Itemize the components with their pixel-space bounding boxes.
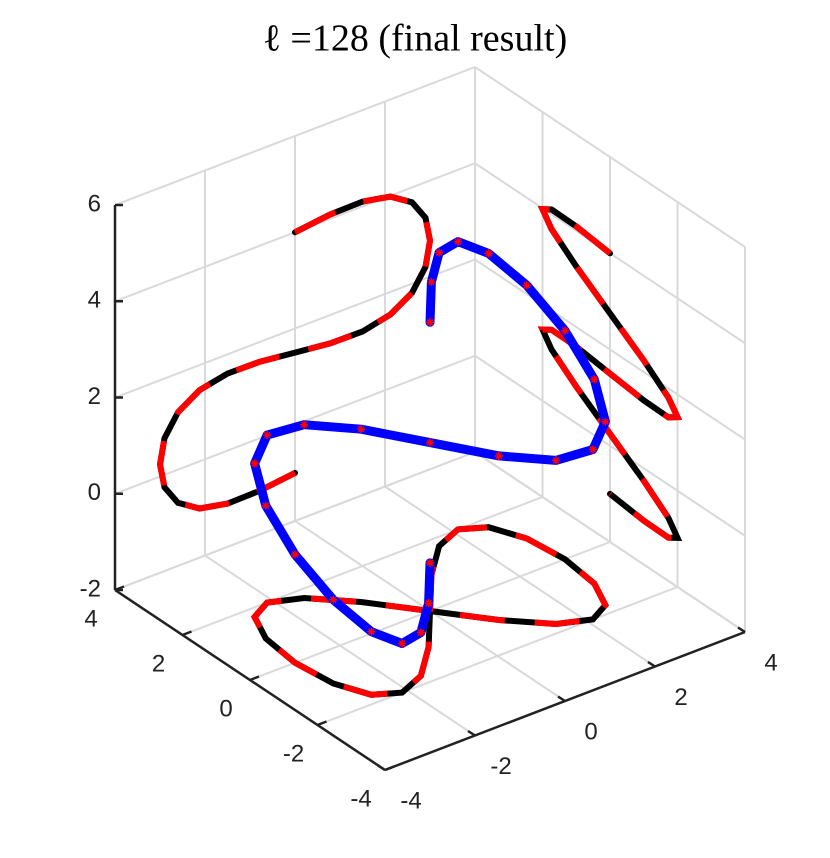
point-marker [551, 456, 560, 465]
y-tick [182, 630, 192, 637]
grid-line [114, 66, 476, 206]
point-marker [588, 445, 597, 454]
point-marker [416, 628, 425, 637]
point-marker [494, 451, 503, 460]
point-marker [426, 318, 434, 327]
z-tick-label: 4 [88, 287, 101, 314]
z-tick-label: -2 [80, 575, 101, 602]
y-tick-label: 4 [84, 605, 97, 632]
point-marker [484, 249, 493, 258]
xz-projection [156, 193, 434, 512]
point-marker [426, 558, 434, 567]
z-tick-label: 2 [88, 383, 101, 410]
grid-line [474, 354, 746, 537]
point-marker [590, 375, 599, 384]
grid-line [474, 451, 746, 633]
point-marker [561, 326, 569, 335]
x-tick-label: -2 [490, 753, 511, 780]
point-marker [250, 459, 259, 468]
x-tick-label: 0 [584, 718, 597, 745]
point-marker [357, 425, 366, 434]
y-tick [249, 675, 260, 682]
point-marker [426, 438, 434, 447]
grid-line [114, 451, 476, 591]
point-marker [601, 417, 610, 426]
x-tick [647, 660, 656, 668]
x-tick-label: -4 [400, 787, 421, 814]
grid-line [474, 66, 746, 248]
x-tick [467, 729, 476, 737]
point-marker [435, 248, 444, 257]
y-tick-label: -4 [350, 785, 371, 812]
point-marker [263, 431, 272, 440]
point-marker [424, 599, 433, 608]
y-tick-label: 2 [152, 650, 165, 677]
point-marker [329, 595, 338, 604]
y-tick [317, 720, 327, 727]
y-tick-label: -2 [283, 740, 304, 767]
y-tick [114, 585, 125, 592]
point-marker [398, 639, 407, 648]
yz-projection-overlay [537, 206, 683, 542]
point-marker [261, 501, 270, 510]
x-tick-label: 4 [764, 649, 777, 676]
z-tick-label: 0 [88, 479, 101, 506]
z-tick-label: 6 [88, 190, 101, 217]
chart-title: ℓ =128 (final result) [263, 18, 568, 60]
x-tick [737, 626, 746, 634]
point-marker [522, 281, 531, 290]
grid-line [474, 258, 746, 441]
x-tick-label: 2 [674, 684, 687, 711]
y-tick-label: 0 [219, 695, 232, 722]
grid-line [182, 496, 543, 636]
point-marker [300, 420, 309, 429]
grid-line [317, 586, 678, 726]
point-marker [453, 237, 462, 246]
point-marker [367, 627, 376, 636]
x-tick [557, 695, 566, 703]
x-tick [377, 764, 386, 772]
point-marker [291, 550, 299, 559]
y-tick [384, 765, 395, 772]
point-marker [427, 277, 436, 286]
